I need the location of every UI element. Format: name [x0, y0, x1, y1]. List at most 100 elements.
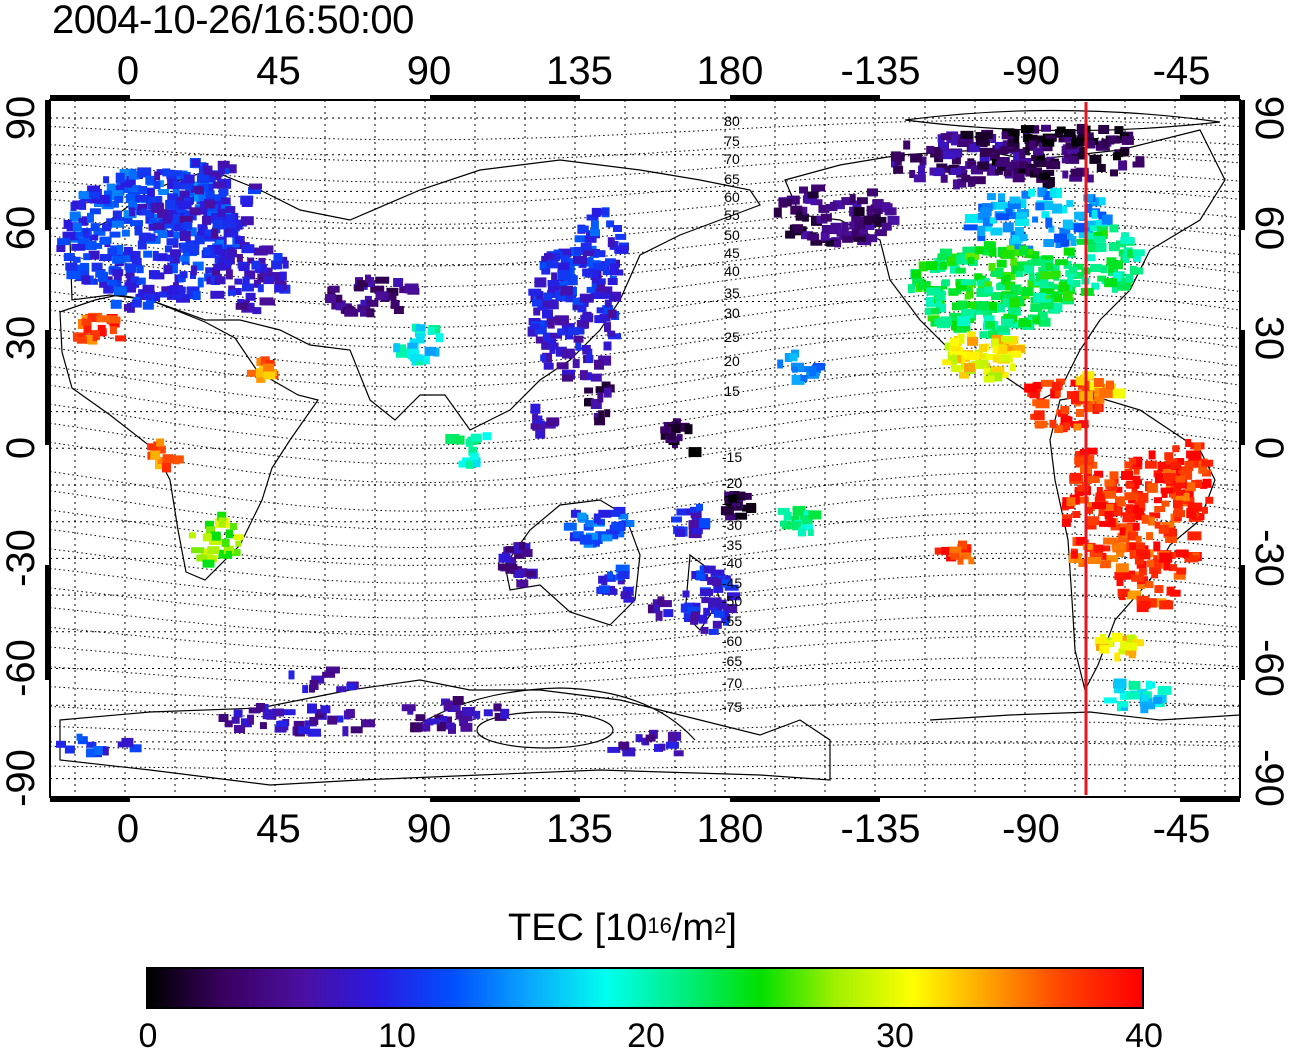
- tec-sample: [1055, 240, 1062, 248]
- top-lon-label: 180: [697, 49, 764, 93]
- tec-sample: [708, 628, 719, 635]
- tec-sample: [957, 316, 971, 326]
- tec-sample: [1187, 531, 1202, 541]
- tec-sample: [148, 217, 157, 224]
- tec-sample: [1114, 126, 1124, 135]
- tec-sample: [599, 290, 608, 298]
- top-lon-label: -135: [840, 49, 920, 93]
- mlat-label: -25: [722, 495, 742, 511]
- tec-sample: [184, 210, 197, 221]
- tec-sample: [549, 344, 556, 354]
- tec-sample: [1016, 261, 1029, 272]
- tec-sample: [988, 372, 1003, 382]
- tec-sample: [251, 260, 261, 270]
- tec-sample: [842, 235, 854, 243]
- tec-sample: [102, 223, 111, 232]
- tec-sample: [573, 335, 584, 343]
- tec-sample: [307, 703, 317, 714]
- tec-sample: [543, 362, 554, 370]
- tec-sample: [143, 250, 153, 258]
- tec-sample: [1089, 154, 1102, 164]
- tec-sample: [1088, 557, 1101, 564]
- tec-sample: [1153, 697, 1163, 705]
- tec-sample: [143, 293, 152, 301]
- tec-sample: [1075, 496, 1089, 504]
- tec-sample: [584, 271, 598, 278]
- tec-sample: [179, 190, 190, 200]
- tec-sample: [1119, 527, 1126, 536]
- tec-sample: [1136, 560, 1147, 569]
- tec-sample: [536, 415, 543, 425]
- bottom-lon-label: -45: [1153, 807, 1211, 851]
- tec-sample: [173, 224, 181, 232]
- tec-sample: [460, 722, 473, 732]
- tec-sample: [940, 248, 952, 257]
- tec-sample: [992, 355, 999, 363]
- tec-sample: [129, 207, 135, 217]
- tec-sample: [230, 228, 239, 237]
- tec-sample: [112, 220, 124, 228]
- tec-sample: [1109, 471, 1119, 480]
- tec-sample: [282, 260, 289, 269]
- tec-sample: [1102, 545, 1111, 552]
- tec-sample: [942, 359, 956, 366]
- tec-sample: [1052, 291, 1059, 298]
- tec-sample: [177, 220, 189, 230]
- left-latitude-labels: 90 60 30 0 -30 -60 -90: [0, 96, 43, 807]
- tec-sample: [596, 284, 605, 292]
- tec-sample: [977, 226, 986, 236]
- tec-sample: [1138, 600, 1151, 609]
- tec-sample: [153, 292, 161, 302]
- tec-sample: [1175, 475, 1186, 483]
- tec-sample: [547, 338, 557, 345]
- tec-sample: [645, 734, 656, 742]
- tec-sample: [1074, 211, 1086, 220]
- tec-sample: [440, 716, 448, 722]
- tec-sample: [586, 348, 593, 359]
- tec-sample: [1103, 697, 1117, 704]
- tec-sample: [1061, 518, 1071, 527]
- tec-sample: [555, 290, 564, 301]
- tec-sample: [805, 194, 817, 204]
- tec-sample: [1169, 564, 1177, 572]
- tec-sample: [1022, 147, 1030, 156]
- tec-sample: [1049, 302, 1063, 312]
- tec-sample: [1054, 294, 1063, 303]
- tec-sample: [903, 140, 911, 150]
- tec-sample: [114, 195, 124, 203]
- tec-sample: [257, 273, 267, 283]
- tec-sample: [802, 524, 813, 531]
- tec-sample: [872, 199, 884, 209]
- tec-sample: [1112, 388, 1126, 399]
- tec-sample: [263, 363, 274, 373]
- tec-sample: [1126, 591, 1138, 600]
- tec-sample: [1158, 524, 1169, 534]
- tec-sample: [1111, 542, 1125, 550]
- tec-sample: [532, 423, 546, 431]
- tec-sample: [128, 170, 140, 180]
- tec-sample: [221, 538, 230, 547]
- tec-sample: [952, 179, 960, 190]
- tec-sample: [1161, 491, 1168, 498]
- tec-sample: [1119, 690, 1129, 700]
- tec-sample: [1100, 504, 1114, 512]
- tec-sample: [459, 718, 469, 726]
- tec-sample: [1039, 302, 1054, 310]
- tec-sample: [1085, 447, 1098, 455]
- tec-sample: [562, 374, 573, 382]
- tec-sample: [1098, 125, 1110, 134]
- tec-sample: [1001, 318, 1015, 327]
- tec-sample: [543, 292, 553, 301]
- tec-sample: [1038, 317, 1051, 327]
- tec-sample: [607, 237, 615, 248]
- tec-sample: [1045, 217, 1053, 228]
- tec-sample: [1082, 543, 1093, 550]
- tec-sample: [1030, 258, 1040, 266]
- tec-sample: [146, 187, 155, 197]
- tec-sample: [737, 491, 746, 501]
- tec-sample: [283, 709, 296, 716]
- tec-sample: [1005, 281, 1015, 291]
- tec-sample: [1104, 278, 1118, 288]
- tec-sample: [226, 550, 233, 559]
- tec-sample: [1071, 136, 1084, 147]
